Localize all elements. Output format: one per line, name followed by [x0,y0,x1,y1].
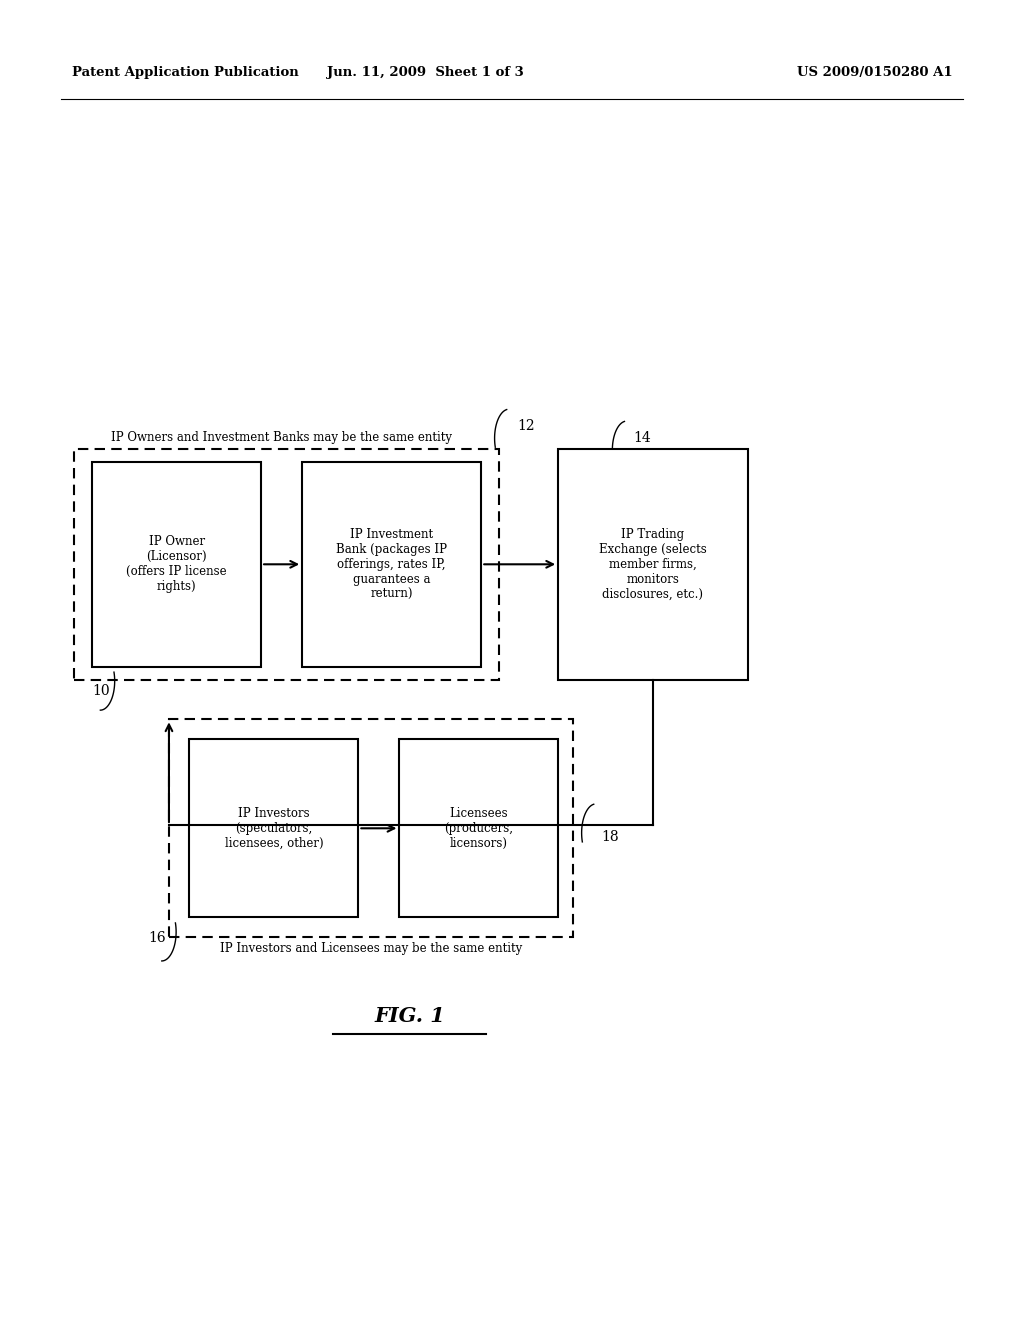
Text: 10: 10 [92,684,110,698]
Bar [399,739,558,917]
Bar [74,449,499,680]
Text: FIG. 1: FIG. 1 [374,1006,445,1027]
Bar [189,739,358,917]
Bar [558,449,748,680]
Text: IP Investors and Licensees may be the same entity: IP Investors and Licensees may be the sa… [220,942,522,956]
Bar [92,462,261,667]
Text: 12: 12 [517,418,535,433]
Text: Licensees
(producers,
licensors): Licensees (producers, licensors) [444,807,513,850]
Text: Patent Application Publication: Patent Application Publication [72,66,298,79]
Bar [169,719,573,937]
Text: 14: 14 [633,430,650,445]
Text: IP Owners and Investment Banks may be the same entity: IP Owners and Investment Banks may be th… [111,430,452,444]
Text: US 2009/0150280 A1: US 2009/0150280 A1 [797,66,952,79]
Text: Jun. 11, 2009  Sheet 1 of 3: Jun. 11, 2009 Sheet 1 of 3 [327,66,523,79]
Bar [302,462,481,667]
Text: IP Trading
Exchange (selects
member firms,
monitors
disclosures, etc.): IP Trading Exchange (selects member firm… [599,528,707,601]
Text: IP Investors
(speculators,
licensees, other): IP Investors (speculators, licensees, ot… [224,807,324,850]
Text: IP Owner
(Licensor)
(offers IP license
rights): IP Owner (Licensor) (offers IP license r… [126,536,227,593]
Text: 18: 18 [601,830,618,843]
Text: 16: 16 [148,931,166,945]
Text: IP Investment
Bank (packages IP
offerings, rates IP,
guarantees a
return): IP Investment Bank (packages IP offering… [336,528,447,601]
